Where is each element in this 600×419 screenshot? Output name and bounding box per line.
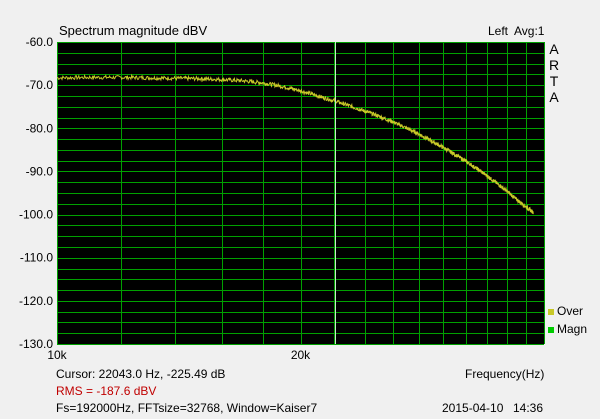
x-tick-label: 10k (47, 348, 67, 362)
y-tick-label: -120.0 (19, 294, 53, 308)
brand-letter: A (549, 89, 559, 105)
average-label: Avg:1 (514, 24, 545, 38)
y-tick-label: -70.0 (26, 78, 54, 92)
y-tick-label: -60.0 (26, 35, 54, 49)
x-tick-labels: 10k 20k (47, 348, 311, 362)
series-line-over (56, 73, 534, 215)
legend-swatch-over (548, 308, 554, 315)
y-tick-labels: -60.0 -70.0 -80.0 -90.0 -100.0 -110.0 -120.0 -1… (19, 35, 53, 351)
time-label: 14:36 (513, 401, 544, 415)
y-tick-label: -90.0 (26, 164, 54, 178)
brand-letter: T (549, 73, 559, 89)
analysis-params: Fs=192000Hz, FFTsize=32768, Window=Kaise… (56, 401, 318, 415)
y-tick-label: -100.0 (19, 208, 53, 222)
y-tick-label: -130.0 (19, 337, 53, 351)
cursor-readout: Cursor: 22043.0 Hz, -225.49 dB (56, 367, 226, 381)
legend-item-over[interactable]: Over (548, 304, 583, 318)
legend-item-magn[interactable]: Magn (548, 322, 587, 336)
date-label: 2015-04-10 (442, 401, 504, 415)
y-tick-label: -110.0 (20, 251, 53, 265)
brand-letter: A (549, 41, 559, 57)
legend-label-magn: Magn (557, 322, 588, 336)
x-axis-label: Frequency(Hz) (465, 367, 545, 381)
chart-title: Spectrum magnitude dBV (59, 23, 208, 38)
legend-label-over: Over (557, 304, 584, 318)
legend-swatch-magn (548, 326, 554, 333)
channel-label: Left (488, 24, 509, 38)
y-tick-label: -80.0 (26, 121, 54, 135)
grid-horizontal (57, 42, 544, 345)
rms-readout: RMS = -187.6 dBV (56, 384, 157, 398)
brand-letter: R (548, 57, 560, 73)
x-tick-label: 20k (291, 348, 311, 362)
arta-brand: A R T A (548, 41, 560, 105)
